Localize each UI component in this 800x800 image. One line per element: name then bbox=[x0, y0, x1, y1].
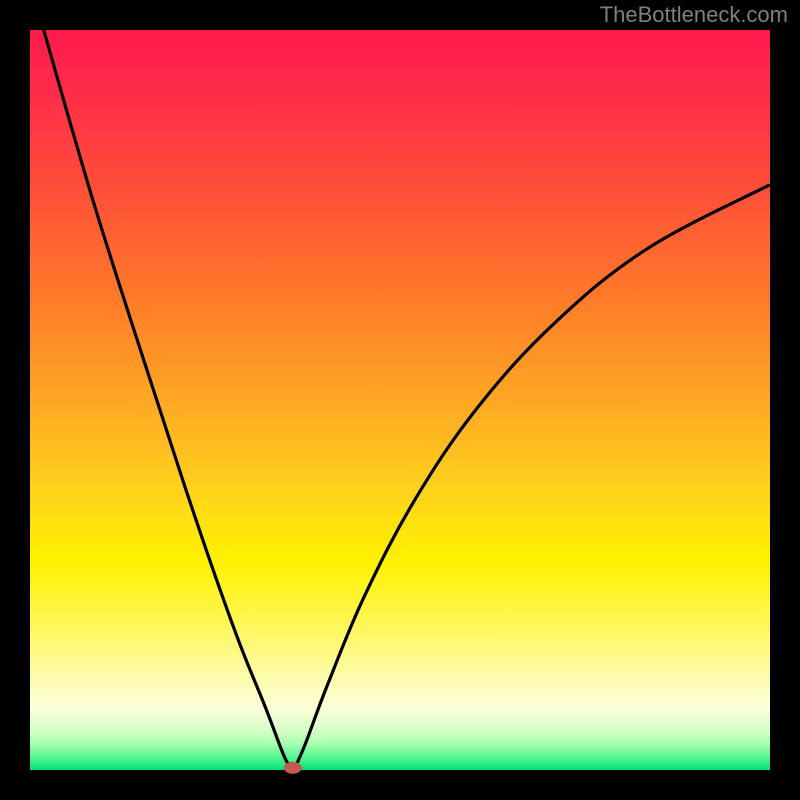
chart-svg bbox=[0, 0, 800, 800]
plot-background bbox=[30, 30, 770, 770]
minimum-marker bbox=[284, 762, 302, 774]
watermark-text: TheBottleneck.com bbox=[600, 2, 788, 28]
